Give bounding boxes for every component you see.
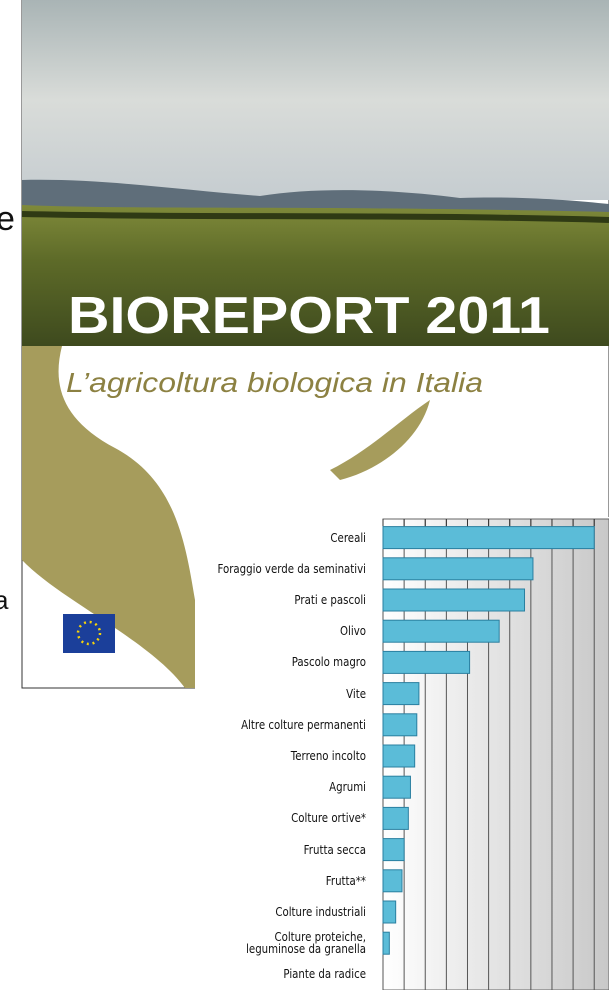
category-label: Frutta secca xyxy=(205,844,367,856)
bar xyxy=(383,745,415,767)
bar xyxy=(383,839,404,861)
category-label: Cereali xyxy=(205,532,367,544)
category-label: Vite xyxy=(205,688,367,700)
bar xyxy=(383,651,470,673)
bar xyxy=(383,558,533,580)
bar xyxy=(383,620,499,642)
bar xyxy=(383,932,389,954)
bar xyxy=(383,527,594,549)
bar xyxy=(383,901,396,923)
bar xyxy=(383,807,408,829)
category-label: Terreno incolto xyxy=(205,750,367,762)
bar xyxy=(383,776,410,798)
category-label: Pascolo magro xyxy=(205,656,367,668)
category-label: Frutta** xyxy=(205,875,367,887)
category-label: Prati e pascoli xyxy=(205,594,367,606)
category-label: Colture ortive* xyxy=(205,812,367,824)
category-label: Olivo xyxy=(205,625,367,637)
cover-subtitle: L’agricoltura biologica in Italia xyxy=(66,367,483,398)
category-label: Piante da radice xyxy=(205,968,367,980)
cover-title: BIOREPORT 2011 xyxy=(68,287,550,345)
bar xyxy=(383,714,417,736)
cover: BIOREPORT 2011 L’agricoltura biologica i… xyxy=(0,0,609,990)
category-label: Agrumi xyxy=(205,781,367,793)
page: e a BIOREPORT 2011 L’agricoltura biologi… xyxy=(0,0,609,990)
bar xyxy=(383,589,525,611)
sky xyxy=(22,0,609,200)
category-label: Colture industriali xyxy=(205,906,367,918)
bar xyxy=(383,870,402,892)
bar xyxy=(383,683,419,705)
eu-flag xyxy=(63,614,115,653)
category-label: Foraggio verde da seminativi xyxy=(205,563,367,575)
category-label: Altre colture permanenti xyxy=(205,719,367,731)
category-label: Colture proteiche, leguminose da granell… xyxy=(205,931,367,955)
